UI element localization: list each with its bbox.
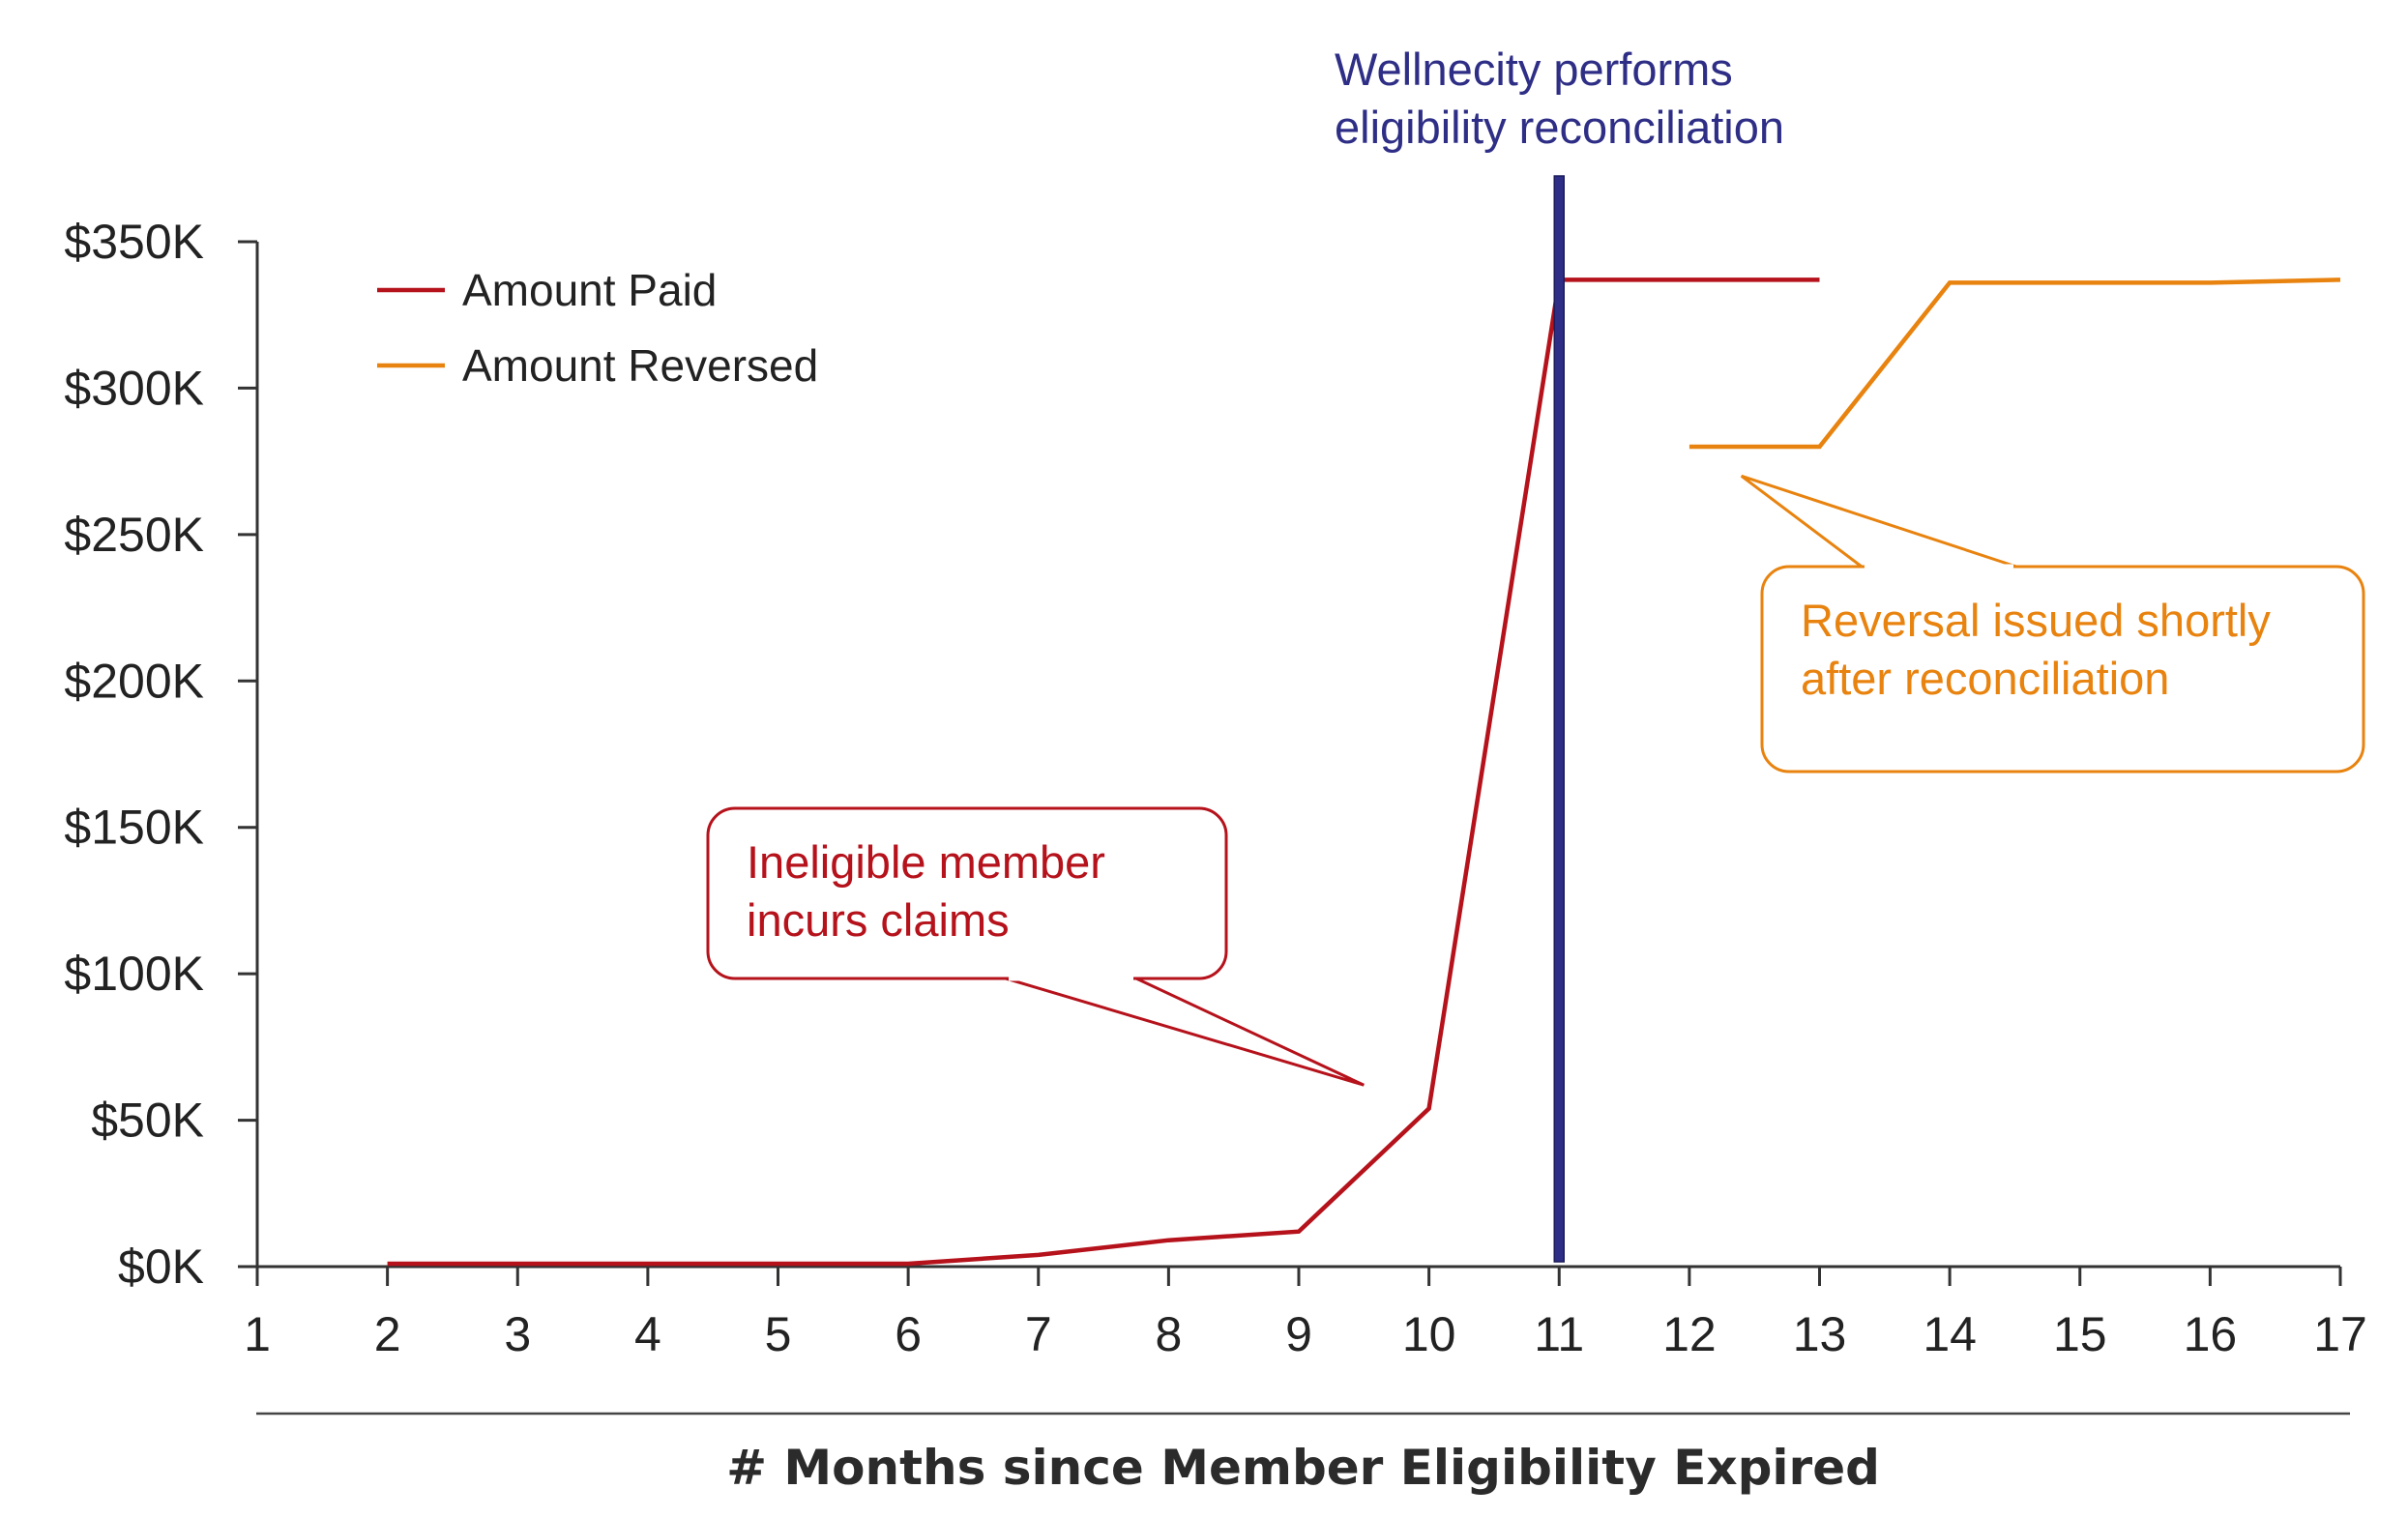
y-tick-label: $250K xyxy=(64,508,204,562)
x-tick-label: 16 xyxy=(2184,1307,2238,1361)
x-tick-label: 2 xyxy=(374,1307,401,1361)
reference-line xyxy=(1553,175,1565,1263)
x-tick-label: 14 xyxy=(1923,1307,1977,1361)
x-tick-label: 12 xyxy=(1662,1307,1717,1361)
y-tick-label: $0K xyxy=(118,1240,204,1294)
callout-box xyxy=(1760,565,2365,774)
callout-box xyxy=(706,806,1228,980)
x-tick-label: 9 xyxy=(1285,1307,1312,1361)
y-tick-label: $100K xyxy=(64,947,204,1001)
x-axis-title: # Months since Member Eligibility Expire… xyxy=(726,1440,1880,1496)
callout-text: incurs claims xyxy=(747,894,1010,946)
x-tick-label: 1 xyxy=(244,1307,271,1361)
legend: Amount Paid Amount Reversed xyxy=(377,265,818,391)
x-tick-label: 5 xyxy=(765,1307,792,1361)
y-tick-label: $150K xyxy=(64,801,204,855)
x-tick-label: 11 xyxy=(1534,1307,1584,1361)
series-line-amount-reversed xyxy=(1689,277,2341,450)
reversed-callout: Reversal issued shortly after reconciliat… xyxy=(1740,474,2365,774)
y-tick-label: $300K xyxy=(64,361,204,415)
y-tick-label: $350K xyxy=(64,215,204,269)
x-tick-label: 17 xyxy=(2313,1307,2367,1361)
y-tick-label: $200K xyxy=(64,654,204,708)
callout-text: Reversal issued shortly xyxy=(1801,595,2271,646)
series-line-amount-paid xyxy=(387,277,1820,1267)
x-tick-label: 3 xyxy=(504,1307,531,1361)
callout-text: after reconciliation xyxy=(1801,653,2169,704)
legend-entry: Amount Reversed xyxy=(462,340,818,391)
x-tick-label: 6 xyxy=(895,1307,922,1361)
callout-pointer xyxy=(1005,977,1365,1087)
legend-entry: Amount Paid xyxy=(462,265,717,315)
reference-line-label: eligibility reconciliation xyxy=(1335,102,1784,153)
callout-pointer xyxy=(1740,474,2017,569)
x-tick-label: 10 xyxy=(1402,1307,1456,1361)
reference-line-label: Wellnecity performs xyxy=(1335,44,1733,95)
series xyxy=(387,277,2341,1267)
reference-line-group: Wellnecity performs eligibility reconcili… xyxy=(1335,44,1784,1263)
x-tick-label: 8 xyxy=(1155,1307,1182,1361)
paid-callout: Ineligible member incurs claims xyxy=(706,806,1365,1087)
x-tick-label: 13 xyxy=(1793,1307,1847,1361)
x-tick-label: 7 xyxy=(1025,1307,1052,1361)
annotations: Ineligible member incurs claims Reversal i… xyxy=(706,474,2365,1087)
x-tick-label: 15 xyxy=(2053,1307,2107,1361)
y-tick-label: $50K xyxy=(91,1094,204,1148)
callout-text: Ineligible member xyxy=(747,836,1105,888)
x-tick-label: 4 xyxy=(634,1307,661,1361)
